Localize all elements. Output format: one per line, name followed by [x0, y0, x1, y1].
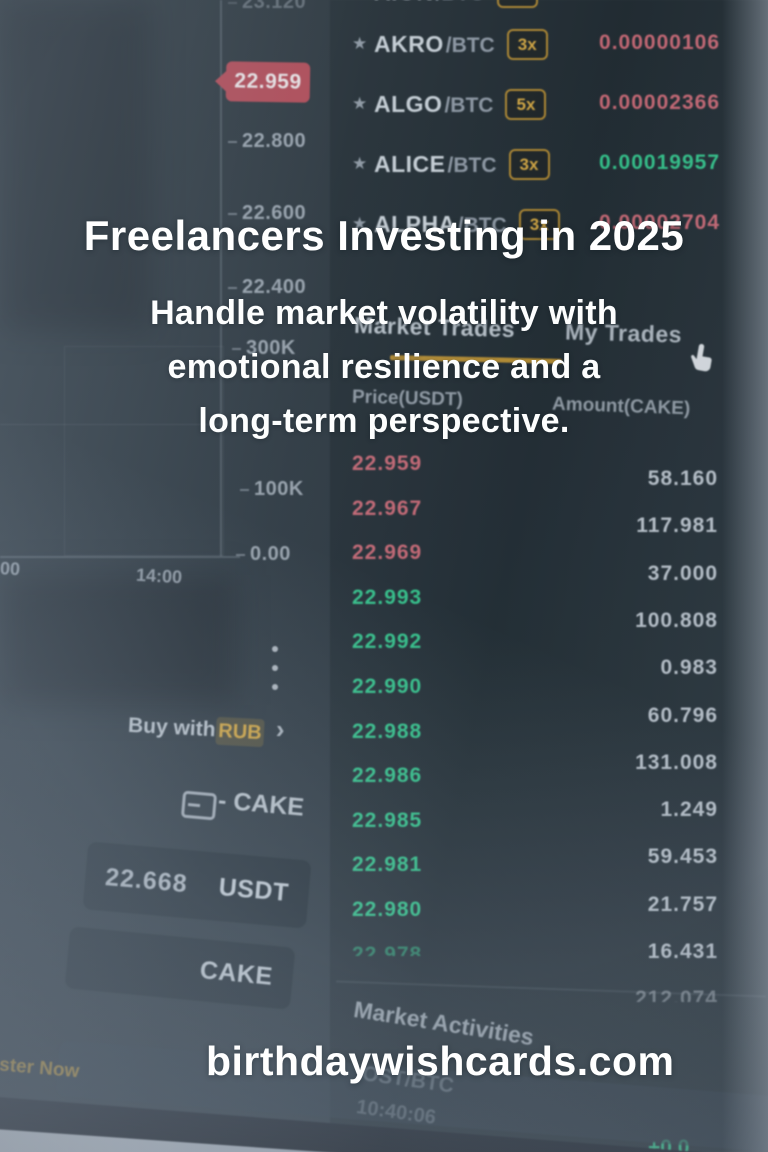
trade-price: 22.967	[352, 496, 423, 520]
trade-amount: 59.453	[647, 845, 718, 869]
axis-label-partial: 23.120	[228, 0, 306, 14]
panel-shadow-block	[0, 575, 235, 705]
trade-price: 22.988	[352, 719, 423, 743]
trade-amount: 117.981	[636, 514, 718, 538]
leverage-badge: 3x	[506, 29, 548, 60]
time-label: 14:00	[135, 564, 183, 588]
coin-card-icon	[180, 790, 218, 821]
star-icon[interactable]: ★	[352, 154, 368, 173]
trade-price: 22.986	[352, 764, 423, 788]
coin-pair-label: - CAKE	[216, 786, 306, 822]
leverage-badge: 5x	[505, 89, 547, 120]
pair-base: ALICE	[374, 151, 446, 177]
trade-price: 22.985	[352, 808, 423, 832]
pair-wrap: AION/BTC	[374, 0, 538, 8]
page-title: Freelancers Investing in 2025	[83, 212, 685, 259]
pair-quote: /BTC	[445, 34, 495, 57]
subtitle-line-2: emotional resilience and a	[167, 348, 601, 386]
leverage-badge: 3x	[518, 209, 560, 240]
trade-price: 22.980	[352, 898, 423, 921]
watchlist-row[interactable]: ★ AION/BTC	[352, 0, 720, 15]
pair-wrap: AKRO/BTC 3x	[374, 29, 548, 60]
currency-badge[interactable]: RUB	[215, 716, 265, 748]
pair-price: 0.00002704	[599, 211, 720, 234]
star-icon[interactable]: ★	[352, 0, 367, 2]
trade-amount: 16.431	[647, 940, 718, 963]
star-icon[interactable]: ★	[352, 214, 368, 233]
cursor-hand-icon	[691, 343, 712, 372]
amount-unit: USDT	[217, 872, 290, 907]
pair-name: ALPHA/BTC	[374, 211, 507, 238]
volume-label: 300K	[232, 337, 296, 360]
pair-price: 0.00019957	[599, 151, 720, 174]
trade-amount: 37.000	[647, 561, 718, 585]
trade-price: 22.992	[352, 630, 423, 654]
pair-name: AKRO/BTC	[374, 31, 495, 58]
leverage-badge: 3x	[508, 149, 550, 180]
pair-name: AION/BTC	[374, 0, 485, 6]
chart-time-axis-line	[0, 556, 240, 558]
trades-panel	[330, 0, 768, 1152]
coin-input[interactable]: CAKE	[63, 925, 297, 1011]
trade-price: 22.969	[352, 541, 423, 565]
trade-amount: 1.249	[660, 798, 718, 822]
website-link: birthdaywishcards.com	[206, 1038, 675, 1084]
trade-price: 22.990	[352, 675, 423, 698]
pair-quote: /BTC	[444, 94, 494, 117]
watchlist-row[interactable]: ★ AKRO/BTC 3x 0.00000106	[352, 25, 720, 67]
more-menu-icon[interactable]	[272, 646, 278, 703]
pair-base: AKRO	[374, 31, 444, 57]
trade-amount: 100.808	[635, 608, 718, 632]
pair-price: 0.00000106	[599, 31, 720, 54]
pair-name: ALGO/BTC	[374, 91, 493, 118]
pair-base: ALGO	[374, 91, 443, 117]
pair-wrap: ALPHA/BTC 3x	[374, 209, 560, 240]
time-label-partial: 13:00	[0, 556, 21, 580]
pair-quote: /BTC	[436, 0, 485, 5]
pair-quote: /BTC	[457, 214, 507, 237]
volume-label: 100K	[240, 478, 304, 501]
coin-value: CAKE	[198, 955, 274, 991]
pair-base: AION	[374, 0, 434, 5]
chart-shadow-block	[0, 0, 150, 330]
pair-base: ALPHA	[374, 211, 456, 237]
axis-label: 22.800	[228, 130, 306, 153]
chart-volume-pane	[64, 346, 224, 556]
star-icon[interactable]: ★	[352, 34, 368, 53]
pair-quote: /BTC	[447, 154, 497, 177]
pair-wrap: ALICE/BTC 3x	[374, 149, 550, 180]
last-price-tag: 22.959	[225, 61, 311, 103]
trade-price: 22.981	[352, 853, 423, 877]
subtitle-line-1: Handle market volatility with	[150, 294, 618, 332]
trade-price: 22.959	[352, 452, 423, 475]
star-icon[interactable]: ★	[352, 94, 368, 113]
amount-input[interactable]: 22.668 USDT	[81, 840, 313, 930]
axis-label: 22.600	[228, 202, 306, 225]
trade-amount: 131.008	[635, 750, 718, 774]
amount-value: 22.668	[104, 862, 189, 898]
trade-amount: 58.160	[647, 467, 718, 490]
trade-amount: 212.074	[635, 987, 718, 1003]
pair-wrap: ALGO/BTC 5x	[374, 89, 547, 120]
axis-label: 22.400	[228, 276, 306, 299]
watchlist-row[interactable]: ★ ALPHA/BTC 3x 0.00002704	[352, 205, 720, 247]
pair-name: ALICE/BTC	[374, 151, 497, 178]
trade-amount: 60.796	[647, 703, 718, 727]
buy-with-label: Buy with	[127, 713, 217, 742]
trade-amount: 21.757	[647, 892, 718, 916]
watchlist-row[interactable]: ★ ALICE/BTC 3x 0.00019957	[352, 145, 720, 187]
trade-amount: 0.983	[660, 656, 718, 680]
leverage-badge	[496, 0, 538, 8]
chart-price-axis-line	[220, 0, 222, 556]
subtitle-line-3: long-term perspective.	[198, 402, 570, 440]
volume-label: 0.00	[236, 543, 291, 566]
trade-price: 22.993	[352, 585, 423, 609]
watchlist-row[interactable]: ★ ALGO/BTC 5x 0.00002366	[352, 85, 720, 127]
trade-price: 22.978	[352, 942, 423, 956]
chart-gridline	[0, 424, 220, 425]
chevron-right-icon[interactable]: ›	[275, 713, 286, 745]
pair-price: 0.00002366	[599, 91, 720, 114]
